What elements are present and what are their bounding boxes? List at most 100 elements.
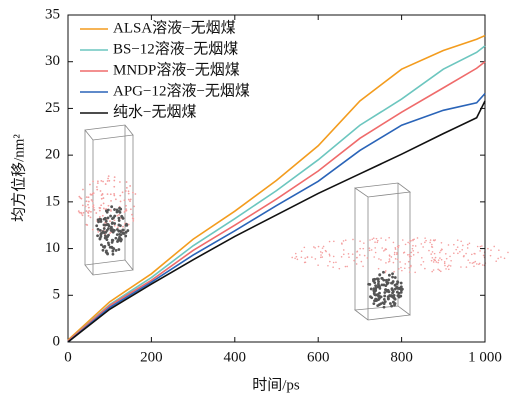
molecule-dot (300, 256, 303, 259)
molecule-dot (113, 219, 116, 222)
molecule-dot (79, 197, 82, 199)
molecule-dot (391, 272, 394, 276)
molecule-dot (97, 180, 99, 183)
molecule-dot (412, 244, 414, 247)
series-line (67, 100, 486, 343)
molecule-dot (105, 210, 109, 214)
molecule-dot (346, 265, 348, 268)
molecule-dot (403, 267, 406, 270)
molecule-dot (117, 210, 121, 213)
legend-label: 纯水−无烟煤 (113, 103, 196, 120)
molecule-dot (109, 193, 112, 196)
molecule-dot (88, 210, 90, 212)
molecule-dot (103, 234, 107, 238)
molecule-dot (408, 255, 411, 258)
molecule-dot (474, 260, 477, 263)
molecule-dot (390, 304, 394, 308)
molecule-dot (294, 252, 297, 255)
molecule-dot (321, 247, 324, 249)
molecule-dot (379, 295, 383, 299)
molecule-dot (112, 247, 116, 250)
legend-label: BS−12溶液−无烟煤 (113, 40, 238, 57)
molecule-dot (393, 287, 397, 291)
molecule-dot (111, 252, 115, 256)
molecule-dot (399, 290, 403, 294)
molecule-dot (435, 261, 438, 263)
x-tick-label: 1 000 (468, 349, 502, 365)
molecule-dot (374, 247, 377, 249)
molecule-dot (409, 239, 411, 242)
molecule-dot (98, 228, 102, 232)
molecule-dot (306, 256, 309, 258)
molecule-dot (92, 205, 94, 208)
molecule-dot (317, 245, 320, 248)
molecule-dot (408, 253, 411, 256)
molecule-dot (328, 253, 331, 256)
y-tick-label: 15 (45, 193, 60, 209)
molecule-dot (106, 208, 110, 212)
molecule-dot (432, 269, 435, 271)
molecule-dot (466, 243, 469, 246)
molecule-dot (440, 242, 443, 244)
molecule-dot (433, 258, 435, 261)
molecule-dot (87, 214, 90, 217)
molecule-dot (383, 300, 387, 304)
molecule-dot (82, 188, 84, 191)
molecule-dot (430, 259, 433, 262)
molecule-dot (374, 284, 378, 288)
molecule-dot (102, 180, 104, 183)
molecule-dot (393, 270, 395, 273)
molecule-dot (101, 214, 104, 217)
molecule-dot (407, 254, 409, 256)
molecule-dot (447, 244, 450, 246)
molecule-dot (396, 258, 399, 261)
molecule-dot (353, 259, 355, 262)
molecule-dot (472, 261, 475, 264)
molecule-dot (295, 255, 298, 258)
molecule-dot (369, 287, 373, 291)
molecule-dot (376, 304, 380, 307)
molecule-dot (344, 239, 347, 242)
molecule-dot (456, 239, 459, 241)
molecule-dot (100, 197, 103, 200)
molecule-dot (391, 275, 394, 279)
molecule-dot (123, 199, 126, 202)
legend-label: APG−12溶液−无烟煤 (113, 82, 250, 99)
molecule-dot (390, 281, 393, 285)
molecule-dot (340, 256, 343, 258)
molecule-dot (319, 251, 322, 253)
molecule-dot (397, 286, 401, 290)
molecule-dot (314, 247, 316, 249)
molecule-dot (388, 294, 392, 297)
molecule-dot (118, 206, 121, 210)
molecule-dot (482, 254, 485, 257)
molecule-dot (393, 251, 396, 254)
molecule-dot (378, 291, 381, 295)
molecule-dot (487, 247, 489, 250)
molecule-dot (378, 273, 382, 277)
molecule-dot (489, 254, 492, 257)
molecule-dot (356, 250, 359, 253)
molecule-dot (395, 285, 399, 289)
molecule-dot (81, 214, 84, 217)
molecule-dot (102, 202, 105, 205)
molecule-dot (102, 197, 105, 199)
molecule-dot (109, 220, 111, 223)
molecule-dot (111, 228, 115, 232)
x-tick-label: 600 (307, 349, 330, 365)
molecule-dot (377, 239, 379, 242)
molecule-dot (411, 247, 414, 250)
molecule-dot (82, 211, 85, 214)
molecule-dot (471, 262, 474, 264)
molecule-dot (478, 262, 481, 265)
molecule-dot (408, 266, 411, 269)
molecule-dot (98, 217, 102, 221)
molecule-dot (89, 183, 91, 186)
molecule-dot (481, 245, 483, 247)
molecule-dot (97, 230, 100, 233)
molecule-dot (466, 247, 469, 249)
molecule-dot (396, 253, 398, 255)
molecule-dot (457, 252, 459, 255)
molecule-dot (395, 290, 399, 294)
